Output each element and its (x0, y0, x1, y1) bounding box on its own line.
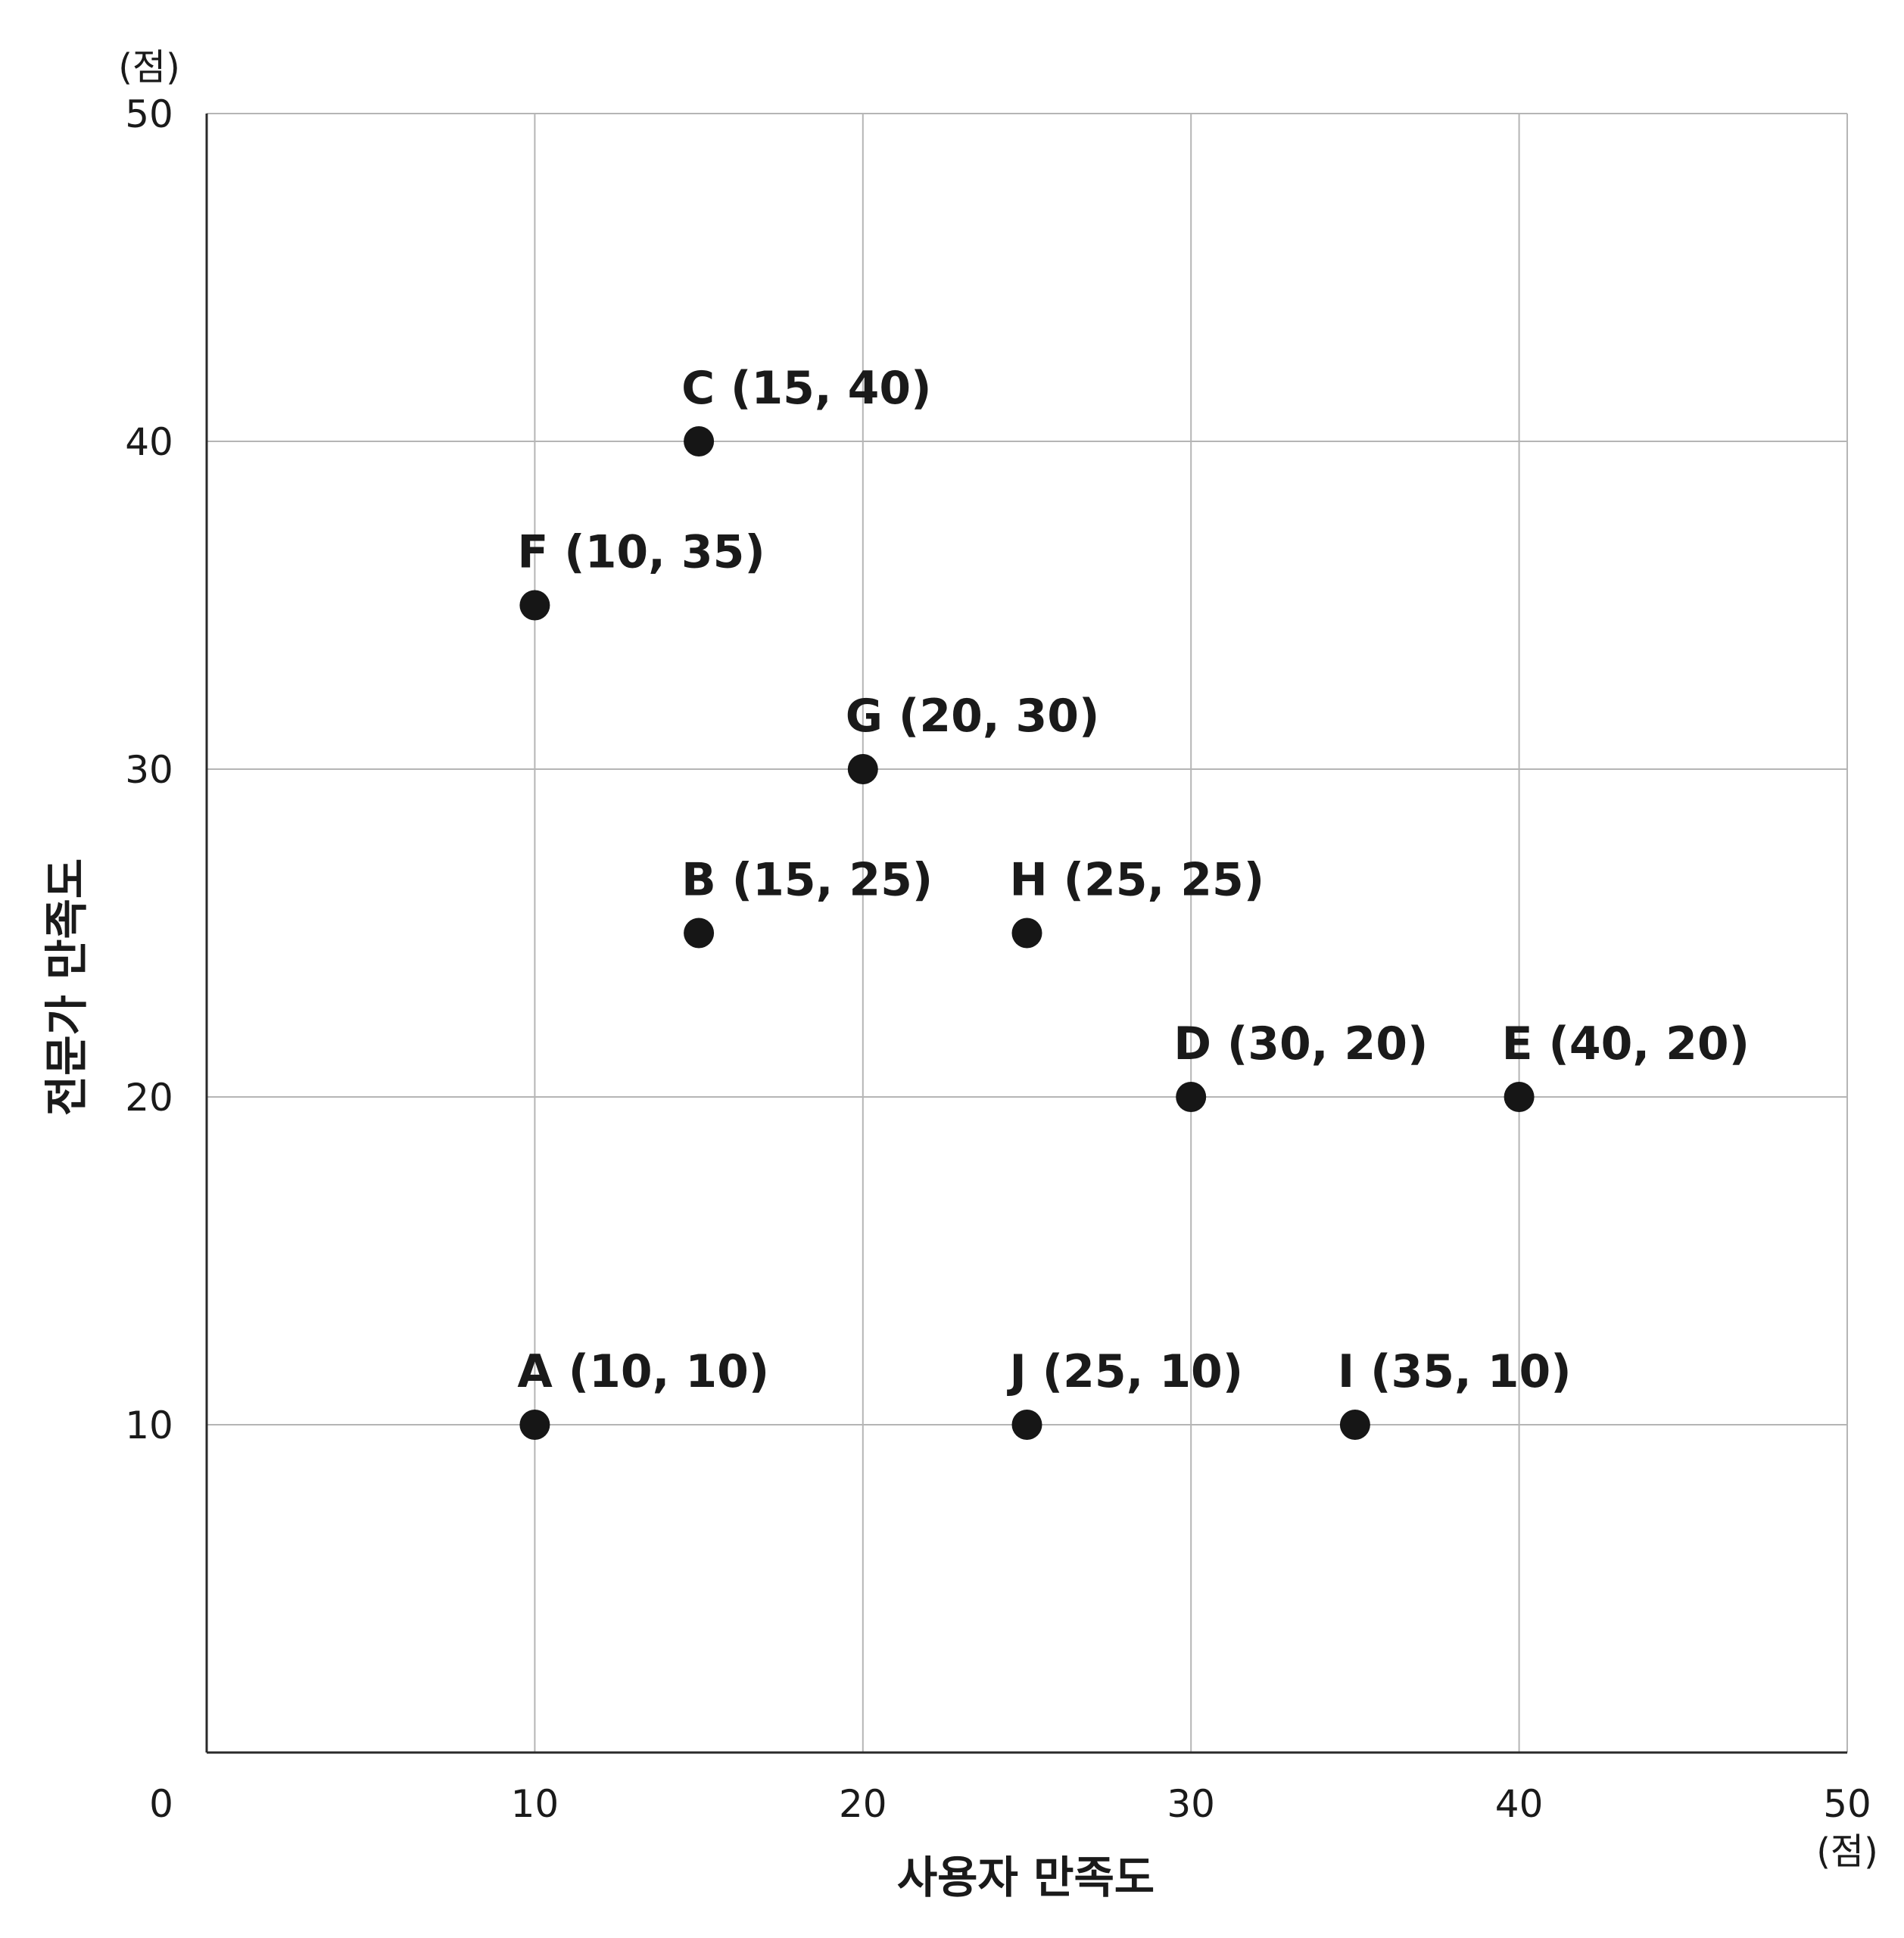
x-tick-label-20: 20 (839, 1782, 887, 1826)
x-tick-label-10: 10 (511, 1782, 559, 1826)
x-tick-label-50: 50 (1823, 1782, 1871, 1826)
y-tick-label-20: 20 (125, 1076, 173, 1120)
point-label-c: C (15, 40) (681, 362, 931, 415)
x-axis-title: 사용자 만족도 (897, 1852, 1155, 1903)
data-point-h (1011, 918, 1042, 949)
x-tick-label-40: 40 (1495, 1782, 1544, 1826)
data-point-c (684, 426, 715, 456)
point-label-a: A (10, 10) (517, 1345, 769, 1398)
data-points (519, 426, 1535, 1440)
point-label-h: H (25, 25) (1010, 854, 1265, 907)
point-label-e: E (40, 20) (1502, 1017, 1750, 1070)
y-tick-label-50: 50 (125, 92, 173, 136)
tick-labels: 0 10 20 30 40 50 10 20 30 40 50 (125, 92, 1871, 1826)
data-point-f (519, 590, 550, 621)
point-label-j: J (25, 10) (1007, 1345, 1244, 1398)
y-axis-title: 전문가 만족도 (41, 858, 92, 1116)
point-label-b: B (15, 25) (681, 854, 933, 907)
point-label-f: F (10, 35) (517, 526, 765, 579)
data-point-j (1011, 1410, 1042, 1440)
y-tick-label-40: 40 (125, 420, 173, 464)
y-axis-unit-label: (점) (118, 46, 180, 89)
y-tick-label-10: 10 (125, 1404, 173, 1447)
x-tick-label-30: 30 (1167, 1782, 1215, 1826)
y-tick-label-30: 30 (125, 748, 173, 792)
data-point-a (519, 1410, 550, 1440)
point-labels: A (10, 10) B (15, 25) C (15, 40) D (30, 20)… (517, 362, 1750, 1398)
x-axis-unit-label: (점) (1816, 1831, 1878, 1873)
point-label-d: D (30, 20) (1173, 1017, 1428, 1070)
data-point-i (1339, 1410, 1370, 1440)
point-label-g: G (20, 30) (846, 690, 1100, 743)
point-label-i: I (35, 10) (1338, 1345, 1572, 1398)
data-point-e (1504, 1082, 1535, 1112)
data-point-g (847, 754, 878, 784)
x-tick-label-0: 0 (149, 1782, 173, 1826)
data-point-b (684, 918, 715, 949)
data-point-d (1176, 1082, 1207, 1112)
axis-layer (205, 114, 1847, 1754)
